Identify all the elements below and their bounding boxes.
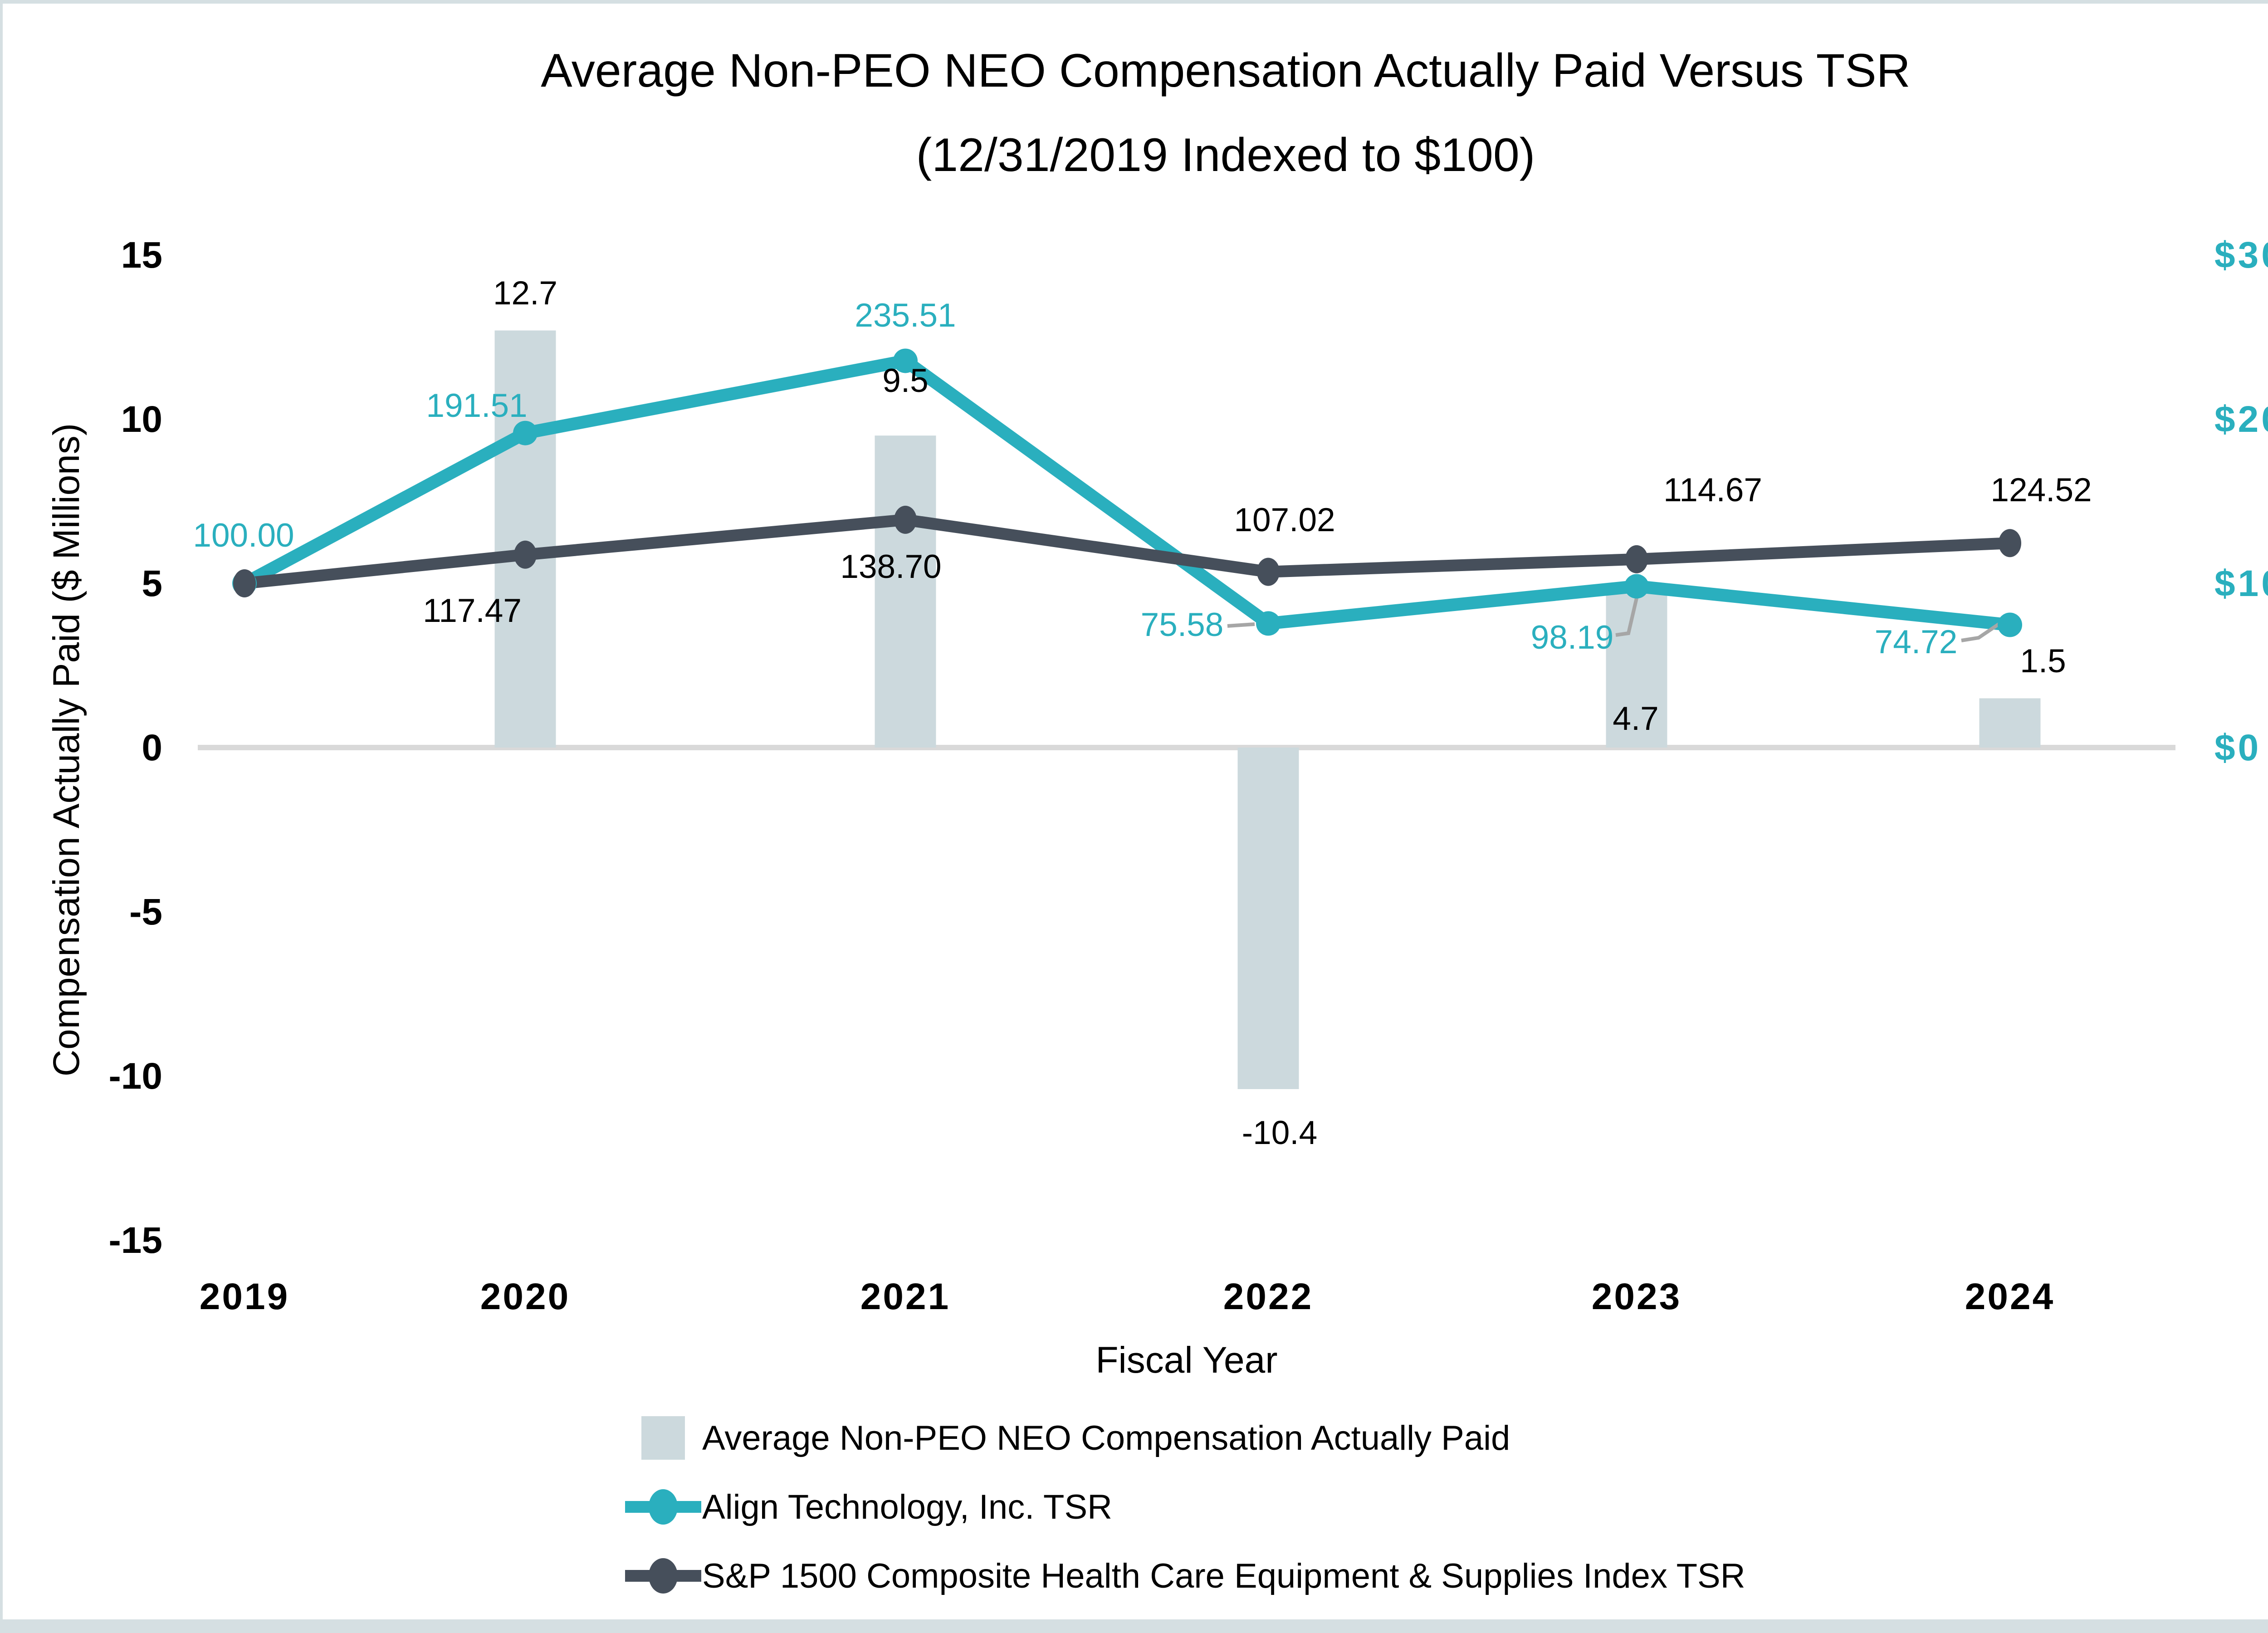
align-tsr-point-2021 — [893, 348, 918, 373]
left-tick--5: -5 — [129, 891, 162, 933]
align-tsr-label-2023: 98.19 — [1531, 619, 1614, 656]
bar-label-2022: -10.4 — [1242, 1115, 1317, 1151]
x-tick-2022: 2022 — [1223, 1276, 1313, 1317]
left-tick-0: 0 — [142, 727, 162, 768]
bar-2021 — [875, 435, 936, 748]
legend-item-sp1500-tsr: S&P 1500 Composite Health Care Equipment… — [625, 1541, 1745, 1610]
align-tsr-label-2024: 74.72 — [1875, 624, 1958, 660]
sp1500-tsr-point-2022 — [1257, 557, 1280, 586]
label-leader-lines — [1227, 594, 2005, 642]
dark-line-marker-icon — [625, 1554, 701, 1598]
sp1500-tsr-label-2024: 124.52 — [1990, 472, 2092, 508]
x-tick-2021: 2021 — [860, 1276, 950, 1317]
data-label-layer: 12.7 9.5 -10.4 4.7 1.5 100.00 191.51 235.51 75.5… — [193, 275, 2092, 1151]
align-tsr-point-2024 — [1998, 612, 2022, 637]
legend-label: S&P 1500 Composite Health Care Equipment… — [702, 1556, 1745, 1595]
leader-line-1 — [1615, 594, 1639, 637]
align-tsr-point-2023 — [1624, 574, 1649, 599]
line-series-layer — [241, 354, 2011, 631]
left-tick--15: -15 — [108, 1220, 162, 1261]
right-tick-0: $0 — [2214, 727, 2261, 768]
zero-gridline-layer — [198, 745, 2175, 750]
bar-series-layer — [494, 330, 2041, 1089]
x-tick-2019: 2019 — [200, 1276, 289, 1317]
teal-line-marker-icon — [625, 1485, 701, 1529]
sp1500-tsr-line — [244, 513, 2010, 589]
sp1500-tsr-point-2023 — [1625, 545, 1648, 573]
zero-gridline — [198, 745, 2175, 750]
bar-2020 — [494, 330, 556, 748]
x-tick-2020: 2020 — [480, 1276, 570, 1317]
sp1500-tsr-point-2020 — [514, 540, 537, 569]
legend-label: Align Technology, Inc. TSR — [702, 1487, 1113, 1526]
sp1500-tsr-point-2021 — [894, 505, 917, 534]
sp1500-tsr-point-2019 — [233, 569, 256, 597]
chart-legend: Average Non-PEO NEO Compensation Actuall… — [625, 1403, 1745, 1610]
left-axis-ticks: 15 10 5 0 -5 -10 -15 — [108, 235, 162, 1261]
combo-chart-canvas: 12.7 9.5 -10.4 4.7 1.5 100.00 191.51 235.51 75.5… — [46, 235, 2268, 1381]
align-tsr-label-2022: 75.58 — [1141, 606, 1224, 643]
bar-swatch-icon — [641, 1416, 685, 1460]
bar-2024 — [1979, 698, 2041, 748]
align-tsr-label-2019: 100.00 — [193, 517, 294, 554]
legend-label: Average Non-PEO NEO Compensation Actuall… — [702, 1418, 1510, 1457]
bar-2022 — [1237, 748, 1299, 1089]
bar-2023 — [1606, 593, 1667, 748]
sp1500-tsr-label-2022: 107.02 — [1234, 502, 1335, 538]
align-tsr-label-2020: 191.51 — [426, 387, 527, 424]
left-tick-15: 15 — [121, 235, 162, 276]
line-marker-layer — [232, 348, 2022, 637]
x-axis-title: Fiscal Year — [1095, 1340, 1277, 1381]
sp1500-tsr-label-2023: 114.67 — [1663, 472, 1762, 508]
leader-line-2 — [1961, 619, 2005, 642]
legend-item-compensation: Average Non-PEO NEO Compensation Actuall… — [641, 1403, 1745, 1472]
right-tick-100: $100 — [2214, 563, 2268, 604]
right-tick-300: $300 — [2214, 235, 2268, 276]
sp1500-tsr-label-2020: 117.47 — [423, 592, 522, 629]
right-axis-ticks: $300 $200 $100 $0 — [2214, 235, 2268, 768]
left-tick--10: -10 — [108, 1056, 162, 1097]
sp1500-tsr-point-2024 — [1999, 529, 2021, 557]
left-axis-title: Compensation Actually Paid ($ Millions) — [46, 423, 87, 1076]
right-tick-200: $200 — [2214, 399, 2268, 440]
chart-title-line1: Average Non-PEO NEO Compensation Actuall… — [541, 44, 1911, 97]
sp1500-tsr-label-2021: 138.70 — [840, 548, 941, 585]
align-tsr-point-2020 — [513, 420, 538, 445]
bar-label-2020: 12.7 — [493, 275, 557, 312]
left-tick-5: 5 — [142, 563, 162, 604]
x-axis-ticks: 2019 2020 2021 2022 2023 2024 — [200, 1276, 2055, 1317]
leader-line-0 — [1227, 622, 1255, 628]
left-tick-10: 10 — [121, 399, 162, 440]
bar-label-2023: 4.7 — [1613, 700, 1658, 737]
bar-label-2024: 1.5 — [2020, 643, 2066, 680]
bar-label-2021: 9.5 — [882, 362, 928, 399]
x-tick-2024: 2024 — [1965, 1276, 2055, 1317]
chart-title-line2: (12/31/2019 Indexed to $100) — [916, 129, 1535, 181]
x-tick-2023: 2023 — [1592, 1276, 1681, 1317]
legend-item-align-tsr: Align Technology, Inc. TSR — [625, 1472, 1745, 1541]
align-tsr-line — [241, 354, 2011, 631]
align-tsr-point-2022 — [1256, 611, 1281, 636]
align-tsr-label-2021: 235.51 — [855, 297, 956, 334]
